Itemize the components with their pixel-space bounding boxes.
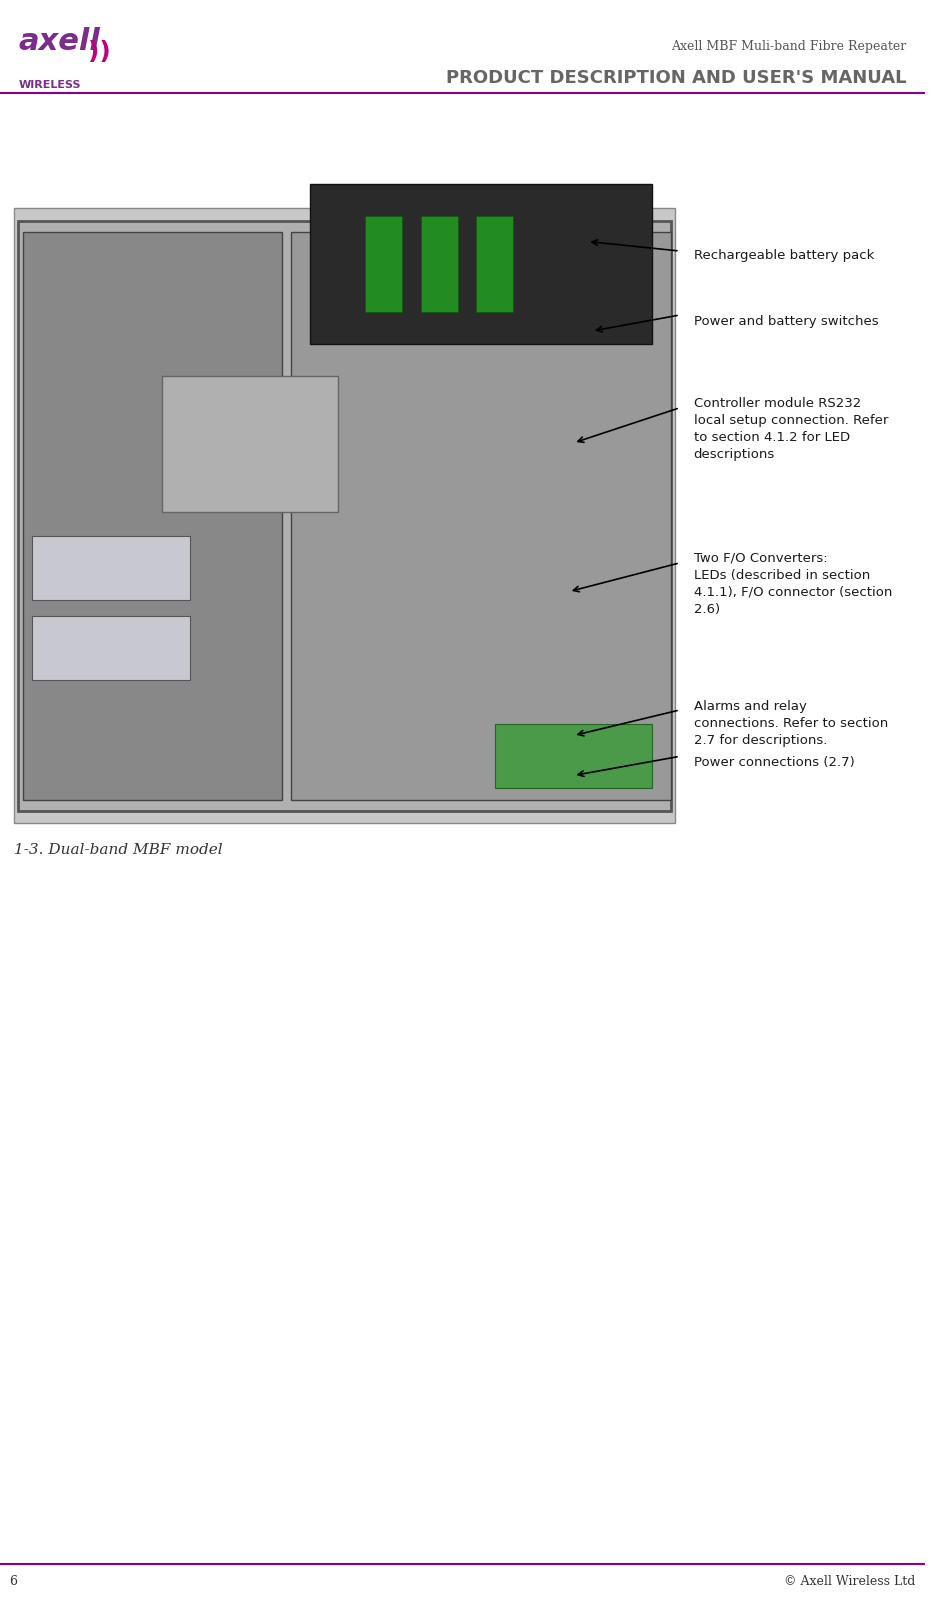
Text: Two F/O Converters:
LEDs (described in section
4.1.1), F/O connector (section
2.: Two F/O Converters: LEDs (described in s… xyxy=(694,552,892,616)
Text: Axell MBF Muli-band Fibre Repeater: Axell MBF Muli-band Fibre Repeater xyxy=(671,40,906,53)
Text: Rechargeable battery pack: Rechargeable battery pack xyxy=(694,249,874,262)
FancyBboxPatch shape xyxy=(310,184,652,344)
FancyBboxPatch shape xyxy=(19,221,671,811)
Text: 6: 6 xyxy=(9,1575,17,1588)
FancyBboxPatch shape xyxy=(365,216,403,312)
Text: Power connections (2.7): Power connections (2.7) xyxy=(694,756,854,769)
Text: WIRELESS: WIRELESS xyxy=(19,80,81,90)
Text: )): )) xyxy=(88,40,111,64)
Text: Power and battery switches: Power and battery switches xyxy=(694,315,878,328)
FancyBboxPatch shape xyxy=(495,724,652,788)
FancyBboxPatch shape xyxy=(162,376,338,512)
FancyBboxPatch shape xyxy=(421,216,458,312)
Text: PRODUCT DESCRIPTION AND USER'S MANUAL: PRODUCT DESCRIPTION AND USER'S MANUAL xyxy=(446,69,906,86)
FancyBboxPatch shape xyxy=(24,232,282,800)
FancyBboxPatch shape xyxy=(32,616,190,680)
Text: © Axell Wireless Ltd: © Axell Wireless Ltd xyxy=(784,1575,916,1588)
Text: axell: axell xyxy=(19,27,101,56)
Text: 1-3. Dual-band MBF model: 1-3. Dual-band MBF model xyxy=(14,843,222,857)
FancyBboxPatch shape xyxy=(32,536,190,600)
FancyBboxPatch shape xyxy=(14,208,676,823)
FancyBboxPatch shape xyxy=(292,232,671,800)
FancyBboxPatch shape xyxy=(476,216,514,312)
Text: Alarms and relay
connections. Refer to section
2.7 for descriptions.: Alarms and relay connections. Refer to s… xyxy=(694,700,888,747)
Text: Controller module RS232
local setup connection. Refer
to section 4.1.2 for LED
d: Controller module RS232 local setup conn… xyxy=(694,397,888,461)
